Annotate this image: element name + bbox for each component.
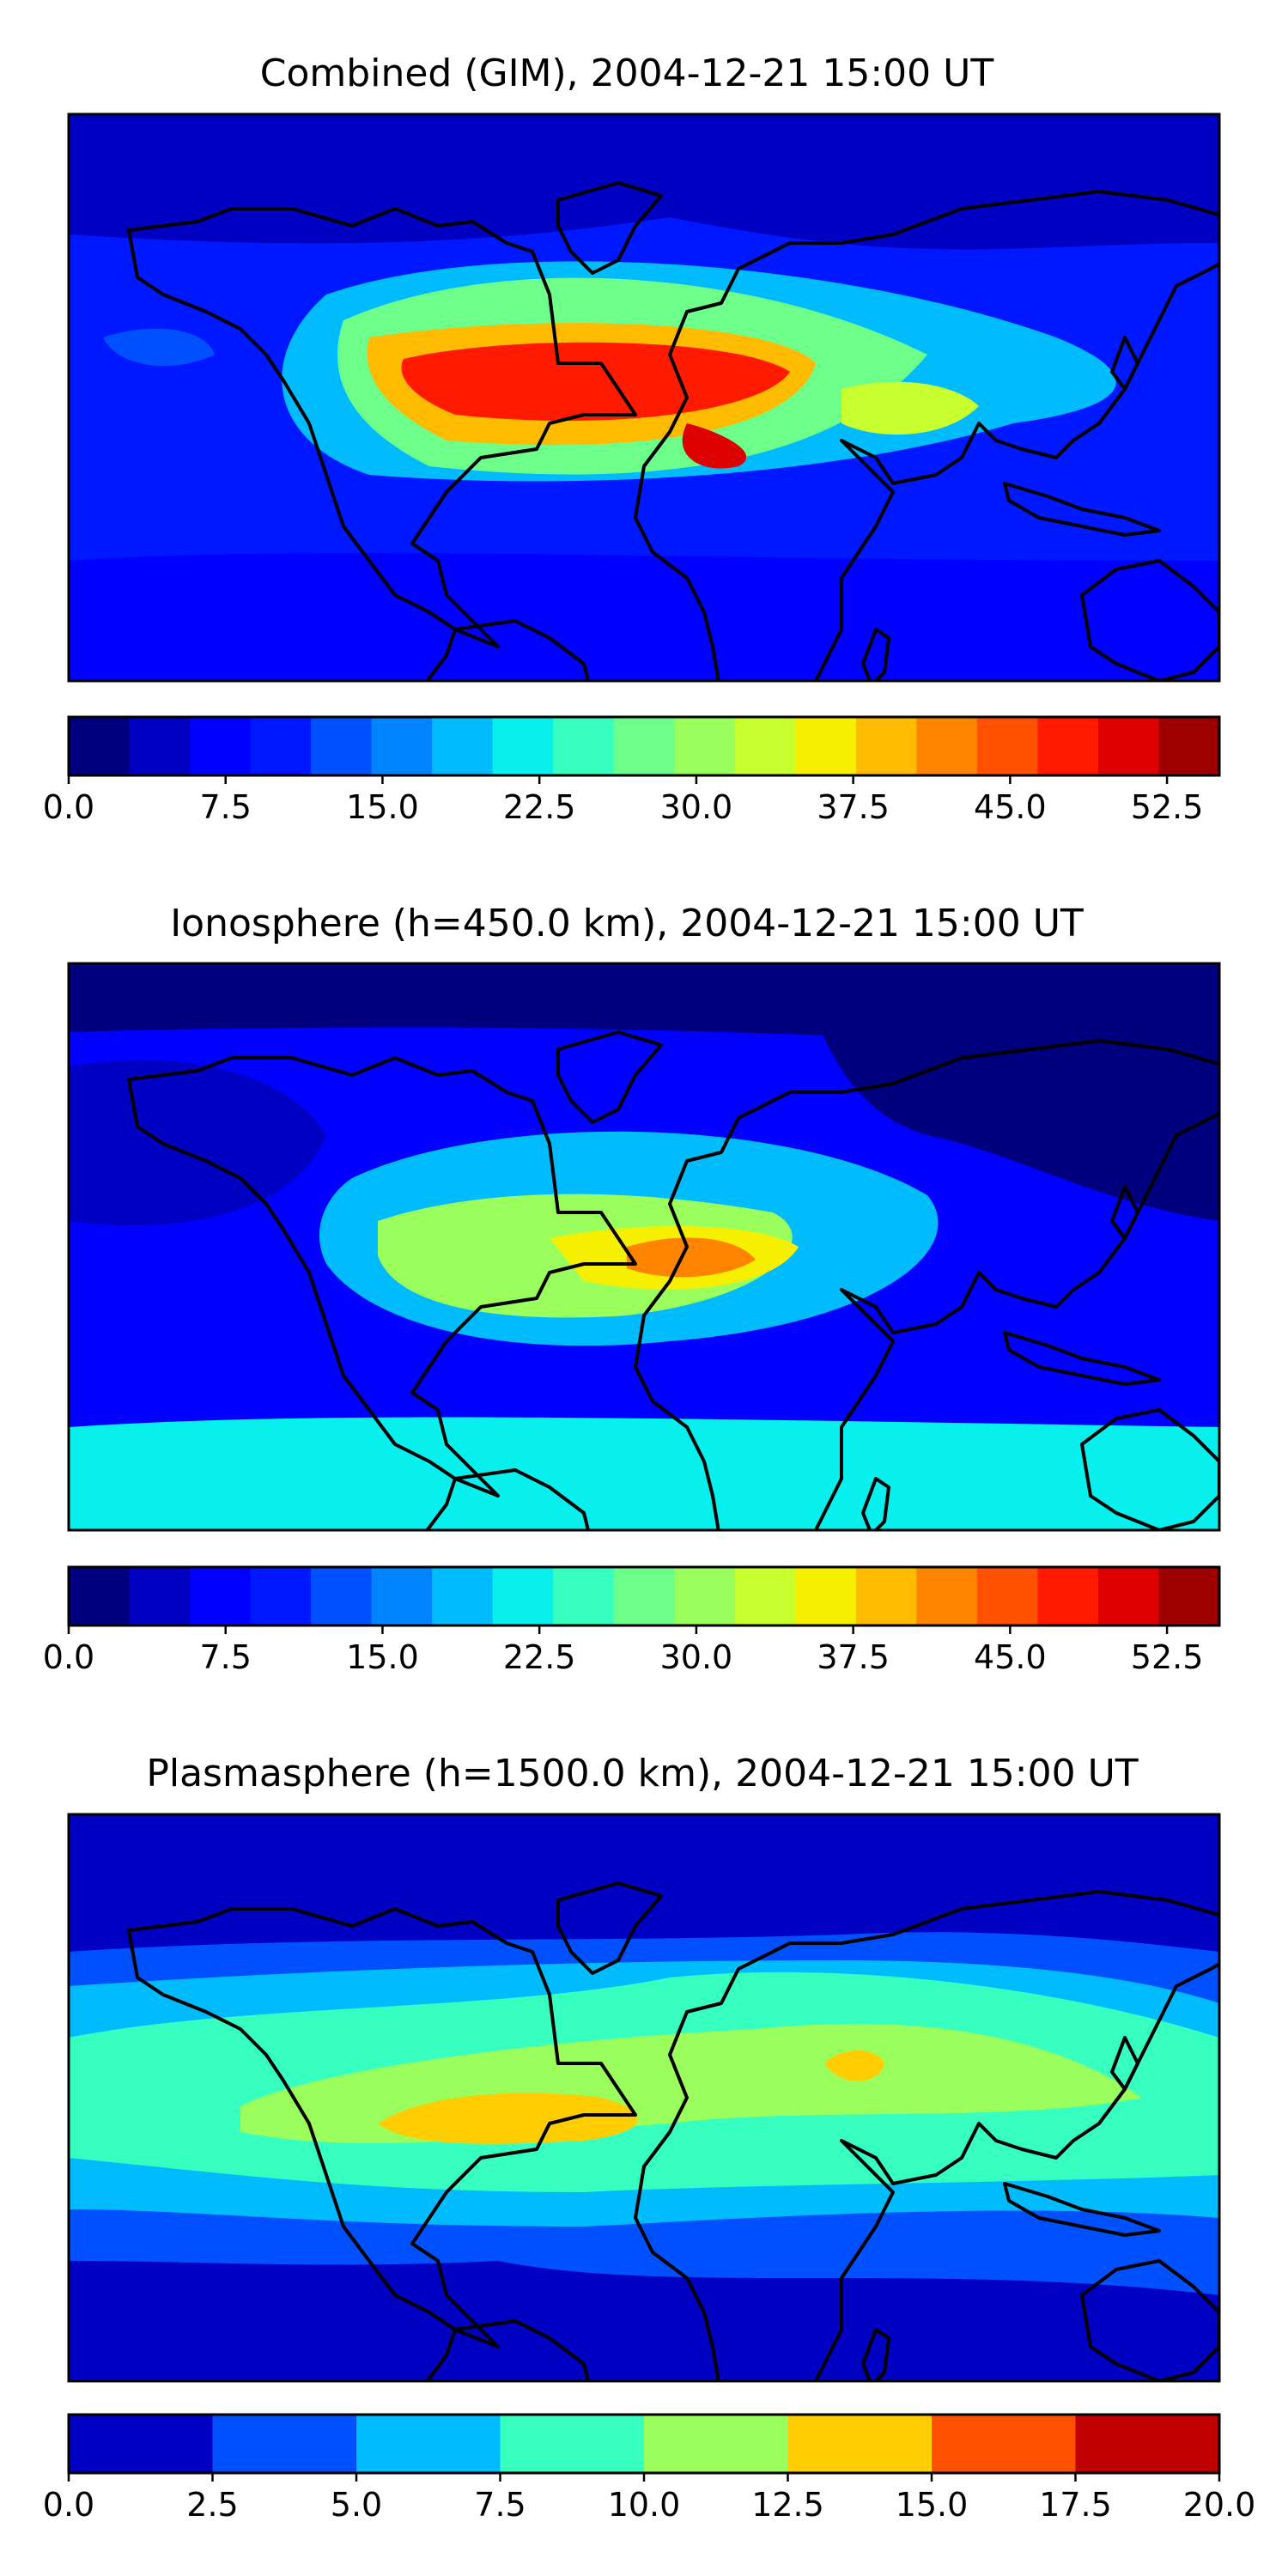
panel-2-colorbar-segment <box>1097 1567 1160 1625</box>
panel-1-colorbar-segment <box>553 717 615 775</box>
panel-2-title: Ionosphere (h=450.0 km), 2004-12-21 15:0… <box>170 902 1084 945</box>
panel-3-colorbar-segment <box>932 2415 1077 2473</box>
panel-2-colorbar-segment <box>795 1567 857 1625</box>
panel-3-colorbar-segment <box>1075 2415 1220 2473</box>
panel-2-colorbar-tick-label: 52.5 <box>1131 1638 1204 1676</box>
panel-1-colorbar-segment <box>311 717 373 775</box>
panel-2-colorbar-segment <box>250 1567 312 1625</box>
panel-1-colorbar-segment <box>855 717 917 775</box>
panel-1-map <box>67 112 1221 683</box>
panel-2-colorbar-tick-label: 0.0 <box>43 1638 94 1676</box>
panel-3-colorbar-segment <box>356 2415 501 2473</box>
panel-3-map-frame <box>67 1813 1221 2383</box>
panel-1-region-core-peak <box>682 423 747 469</box>
panel-2-region-south-band <box>69 1417 1219 1530</box>
panel-3-colorbar-tick-label: 7.5 <box>474 2486 526 2524</box>
panel-3-colorbar-tick-label: 0.0 <box>43 2486 94 2524</box>
panel-2-colorbar-segment <box>1037 1567 1099 1625</box>
panel-1-colorbar-tick-label: 7.5 <box>200 788 252 826</box>
panel-1-colorbar-segment <box>492 717 554 775</box>
panel-1-colorbar-segment <box>795 717 857 775</box>
panel-1-map-frame <box>67 112 1221 683</box>
panel-2-colorbar-segment <box>734 1567 796 1625</box>
panel-3-colorbar-tick-label: 5.0 <box>331 2486 382 2524</box>
panel-2-colorbar-tick-label: 15.0 <box>346 1638 419 1676</box>
panel-3-colorbar-tick-label: 15.0 <box>896 2486 969 2524</box>
panel-3-colorbar-tick-label: 10.0 <box>608 2486 681 2524</box>
panel-2-colorbar-segment <box>613 1567 675 1625</box>
panel-2-colorbar-segment <box>553 1567 615 1625</box>
panel-1-colorbar-segment <box>371 717 433 775</box>
panel-1-colorbar-segment <box>613 717 675 775</box>
panel-3-colorbar-tick-label: 17.5 <box>1039 2486 1112 2524</box>
panel-2-colorbar-tick-label: 22.5 <box>503 1638 576 1676</box>
panel-2-region-core-peak <box>627 1237 756 1278</box>
panel-2-colorbar-tick-label: 45.0 <box>974 1638 1047 1676</box>
panel-1-colorbar: 0.0 7.5 15.0 22.5 30.0 37.5 45.0 52.5 <box>43 715 1221 826</box>
panel-2-colorbar-segment <box>311 1567 373 1625</box>
panel-2-colorbar-tick-label: 30.0 <box>660 1638 733 1676</box>
panel-1-colorbar-tick-label: 45.0 <box>974 788 1047 826</box>
panel-1-colorbar-tick-label: 0.0 <box>43 788 94 826</box>
panel-1-colorbar-tick-label: 37.5 <box>817 788 890 826</box>
panel-2-colorbar-segment <box>129 1567 191 1625</box>
panel-1-colorbar-segment <box>1097 717 1160 775</box>
panel-2-colorbar-segment <box>674 1567 736 1625</box>
panel-1-colorbar-segment <box>976 717 1039 775</box>
panel-2-colorbar-segment <box>916 1567 978 1625</box>
panel-3-colorbar-segment <box>212 2415 357 2473</box>
panel-3-colorbar-segment <box>500 2415 645 2473</box>
panel-1-title: Combined (GIM), 2004-12-21 15:00 UT <box>260 52 994 95</box>
panel-3-colorbar-segment <box>69 2415 214 2473</box>
panel-1-colorbar-tick-label: 22.5 <box>503 788 576 826</box>
panel-3-title: Plasmasphere (h=1500.0 km), 2004-12-21 1… <box>146 1752 1138 1795</box>
panel-1-colorbar-segment <box>190 717 252 775</box>
panel-2-colorbar-segment <box>492 1567 554 1625</box>
panel-1-region-pacific-low <box>103 328 215 367</box>
panel-1-colorbar-segment <box>250 717 312 775</box>
panel-2-map-canvas <box>69 963 1219 1530</box>
panel-2-colorbar-tick-label: 7.5 <box>200 1638 252 1676</box>
panel-2-colorbar: 0.0 7.5 15.0 22.5 30.0 37.5 45.0 52.5 <box>43 1565 1221 1676</box>
panel-3-region-india-peak <box>824 2050 884 2081</box>
panel-3-colorbar: 0.0 2.5 5.0 7.5 10.0 12.5 15.0 17.5 20.0 <box>43 2413 1256 2524</box>
panel-2-colorbar-segment <box>976 1567 1039 1625</box>
panel-2-colorbar-segment <box>69 1567 131 1625</box>
panel-1-colorbar-segment <box>1037 717 1099 775</box>
panel-1-colorbar-tick-label: 52.5 <box>1131 788 1204 826</box>
panel-1-colorbar-segment <box>69 717 131 775</box>
panel-1-colorbar-segment <box>916 717 978 775</box>
panel-2-map-frame <box>67 962 1221 1532</box>
panel-2-colorbar-segment <box>855 1567 917 1625</box>
panel-3-colorbar-tick-label: 2.5 <box>186 2486 238 2524</box>
panel-1-colorbar-tick-label: 15.0 <box>346 788 419 826</box>
panel-1-colorbar-segment <box>432 717 494 775</box>
panel-1-region-central-peak <box>401 342 790 421</box>
panel-1-region-arctic <box>69 114 1219 176</box>
panel-2-colorbar-segment <box>432 1567 494 1625</box>
panel-1-colorbar-segment <box>129 717 191 775</box>
panel-2-map <box>67 962 1221 1532</box>
panel-2-colorbar-segment <box>371 1567 433 1625</box>
panel-2-colorbar-segment <box>1158 1567 1220 1625</box>
panel-2-region-asia-low <box>799 963 1219 1221</box>
panel-1-region-indian-ocean-arm <box>841 381 979 435</box>
panel-3-map-canvas <box>69 1814 1219 2381</box>
panel-1-region-south-polar <box>69 553 1219 681</box>
panel-3-region-american-peak <box>378 2093 638 2144</box>
panel-1-map-canvas <box>69 114 1219 681</box>
panel-3-colorbar-tick-label: 12.5 <box>751 2486 824 2524</box>
panel-1-colorbar-segment <box>674 717 736 775</box>
panel-1-colorbar-segment <box>734 717 796 775</box>
panel-3-colorbar-segment <box>787 2415 933 2473</box>
panel-2-colorbar-segment <box>190 1567 252 1625</box>
panel-1-colorbar-tick-label: 30.0 <box>660 788 733 826</box>
panel-3-colorbar-segment <box>644 2415 789 2473</box>
panel-3-colorbar-tick-label: 20.0 <box>1183 2486 1256 2524</box>
panel-1-colorbar-segment <box>1158 717 1220 775</box>
panel-2-colorbar-tick-label: 37.5 <box>817 1638 890 1676</box>
panel-3-map <box>67 1813 1221 2383</box>
